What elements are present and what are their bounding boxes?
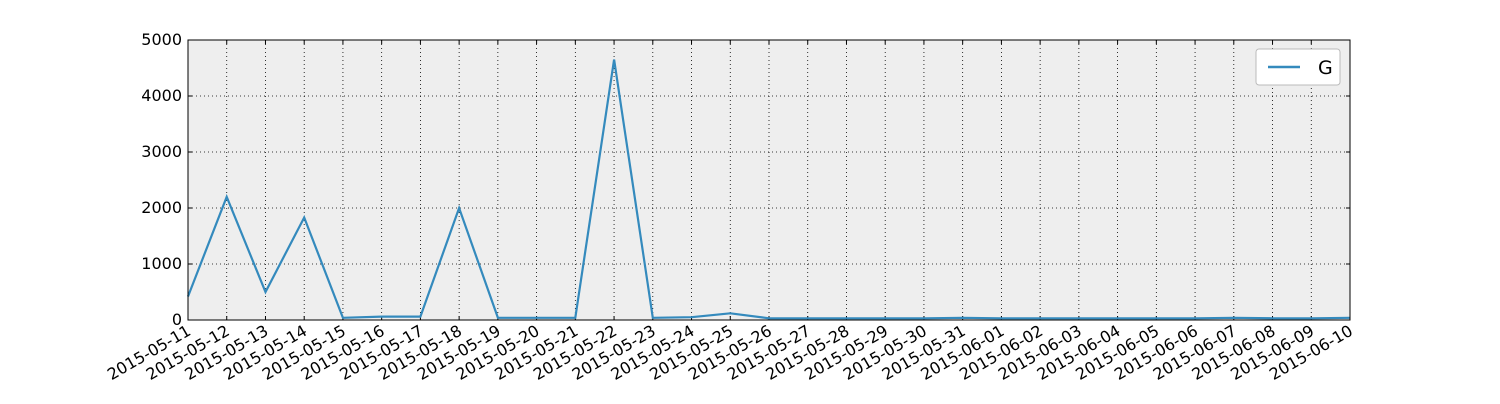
y-tick-label: 5000 [141, 30, 182, 49]
y-tick-label: 1000 [141, 254, 182, 273]
y-tick-label: 2000 [141, 198, 182, 217]
y-tick-label: 4000 [141, 86, 182, 105]
y-tick-label: 3000 [141, 142, 182, 161]
legend-label: G [1318, 57, 1333, 79]
